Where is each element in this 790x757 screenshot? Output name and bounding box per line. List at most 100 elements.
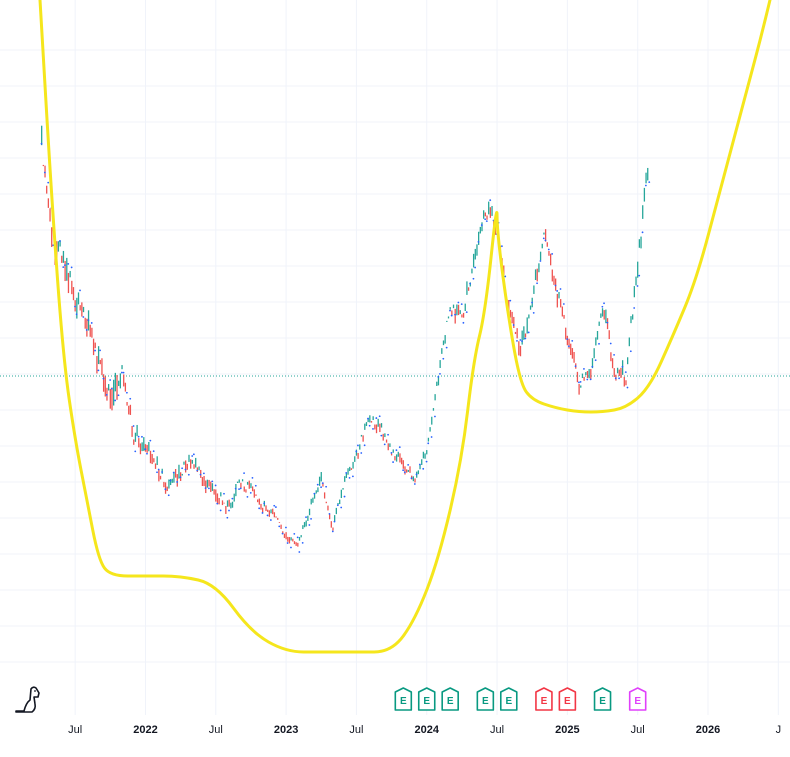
dot-marker <box>120 371 123 374</box>
dot-marker <box>223 492 225 495</box>
dot-marker <box>591 365 594 368</box>
dot-marker <box>243 472 245 475</box>
dot-marker <box>301 542 304 544</box>
earnings-label: E <box>482 696 489 707</box>
dot-marker <box>434 415 436 418</box>
x-tick-label: Jul <box>68 724 82 736</box>
dot-marker <box>360 452 363 454</box>
dot-marker <box>310 517 312 520</box>
dot-marker <box>648 181 651 184</box>
dot-marker <box>437 375 440 378</box>
dot-marker <box>363 444 366 447</box>
dot-marker <box>450 314 453 317</box>
earnings-label: E <box>541 696 548 707</box>
dot-marker <box>102 377 105 380</box>
dot-marker <box>594 359 597 362</box>
dot-marker <box>567 345 570 348</box>
dot-marker <box>551 252 554 255</box>
dot-marker <box>413 483 416 485</box>
dot-marker <box>425 460 428 463</box>
dot-marker <box>176 481 179 483</box>
dot-marker <box>333 520 336 523</box>
cup-and-handle-drawing[interactable] <box>38 0 790 654</box>
dot-marker <box>609 342 612 345</box>
dot-marker <box>320 486 322 489</box>
dot-marker <box>636 285 639 287</box>
dot-marker <box>99 349 101 352</box>
dot-marker <box>285 526 287 529</box>
dot-marker <box>624 371 627 374</box>
dot-marker <box>273 504 276 507</box>
tradingview-logo[interactable] <box>15 686 40 713</box>
earnings-marker: E <box>394 687 413 711</box>
earnings-badge <box>628 687 647 711</box>
dot-marker <box>524 337 527 340</box>
dot-marker <box>504 275 507 278</box>
dot-marker <box>509 299 512 302</box>
dot-marker <box>589 378 592 381</box>
dot-marker <box>47 181 50 184</box>
dot-marker <box>474 266 477 269</box>
earnings-marker: E <box>628 687 647 711</box>
dot-marker <box>141 435 143 438</box>
dot-marker <box>234 487 237 490</box>
dot-marker <box>380 434 383 437</box>
dot-marker <box>40 142 43 145</box>
dot-marker <box>614 377 617 380</box>
dot-marker <box>246 495 249 498</box>
dot-marker <box>485 220 488 222</box>
earnings-marker: E <box>535 687 553 711</box>
dot-marker <box>87 319 90 322</box>
dot-marker <box>571 339 574 342</box>
dot-marker <box>390 452 393 454</box>
dot-marker <box>547 248 550 251</box>
dot-overlay <box>40 142 651 553</box>
dot-marker <box>216 502 219 505</box>
dot-marker <box>345 471 348 474</box>
dot-marker <box>117 394 120 397</box>
dot-marker <box>477 240 480 243</box>
earnings-marker: E <box>417 687 436 711</box>
dot-marker <box>544 239 547 242</box>
dot-marker <box>554 284 557 287</box>
dot-marker <box>410 477 413 480</box>
dot-marker <box>418 463 421 466</box>
dot-marker <box>532 311 535 314</box>
dot-marker <box>122 371 125 374</box>
dot-marker <box>516 339 518 342</box>
dot-marker <box>383 443 386 446</box>
dot-marker <box>144 448 147 451</box>
dot-marker <box>367 417 369 420</box>
dot-marker <box>403 471 406 474</box>
dot-marker <box>208 487 210 490</box>
earnings-label: E <box>400 696 407 707</box>
dot-marker <box>387 433 389 436</box>
dot-marker <box>85 329 88 331</box>
dot-marker <box>157 468 160 471</box>
earnings-badge <box>417 687 436 711</box>
dot-marker <box>641 231 644 234</box>
dot-marker <box>169 479 172 482</box>
dot-marker <box>146 452 148 455</box>
dot-marker <box>586 378 589 381</box>
dot-marker <box>70 266 73 269</box>
dot-marker <box>105 393 108 396</box>
dot-marker <box>638 274 641 277</box>
dot-marker <box>644 184 647 187</box>
earnings-badge <box>535 687 553 711</box>
dot-marker <box>340 506 343 509</box>
x-tick-label: J <box>776 724 782 736</box>
dot-marker <box>254 484 257 487</box>
earnings-label: E <box>505 696 512 707</box>
dot-marker <box>164 488 167 491</box>
dot-marker <box>172 471 175 474</box>
dot-marker <box>204 487 207 490</box>
dot-marker <box>357 444 359 447</box>
dot-marker <box>566 338 569 341</box>
dot-marker <box>454 313 456 316</box>
dot-marker <box>325 485 328 488</box>
dot-marker <box>445 346 448 349</box>
dot-marker <box>261 512 264 514</box>
earnings-badge <box>476 687 495 711</box>
